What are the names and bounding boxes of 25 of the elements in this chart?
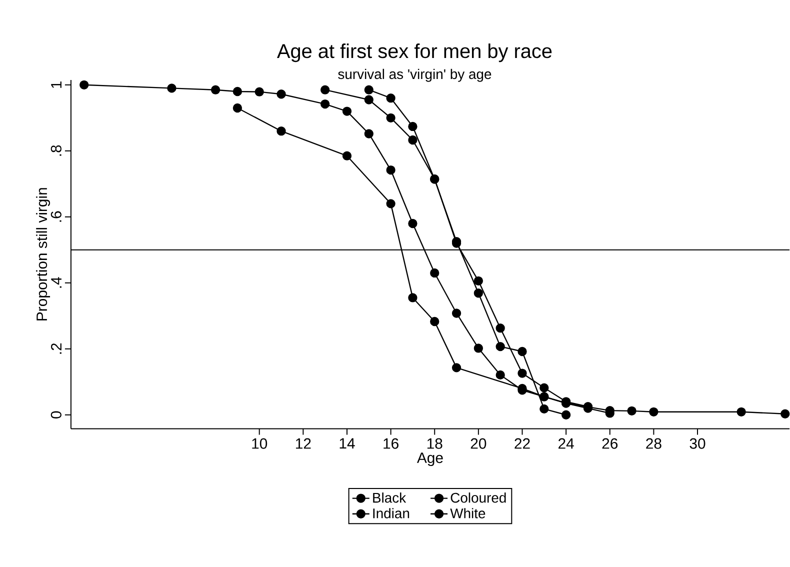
x-axis-title: Age bbox=[416, 452, 443, 466]
y-axis-title: Proportion still virgin bbox=[36, 188, 50, 321]
legend-label: Black bbox=[373, 492, 406, 503]
x-tick-label: 10 bbox=[252, 438, 268, 449]
legend-label: Indian bbox=[373, 508, 410, 518]
chart-title: Age at first sex for men by race bbox=[276, 44, 552, 62]
x-tick-label: 20 bbox=[470, 438, 486, 449]
y-tick-label: .2 bbox=[51, 344, 62, 354]
x-tick-label: 24 bbox=[558, 438, 574, 449]
x-tick-label: 30 bbox=[690, 438, 706, 449]
x-tick-label: 28 bbox=[646, 438, 662, 449]
y-tick-label: .6 bbox=[50, 211, 62, 222]
x-tick-label: 14 bbox=[340, 438, 355, 449]
y-tick-label: 0 bbox=[50, 411, 62, 419]
x-tick-label: 16 bbox=[384, 438, 398, 449]
x-tick-label: 18 bbox=[427, 438, 442, 449]
x-tick-label: 26 bbox=[602, 438, 618, 449]
y-tick-label: .8 bbox=[50, 145, 62, 156]
x-tick-label: 12 bbox=[296, 438, 311, 449]
x-tick-label: 22 bbox=[514, 438, 530, 449]
legend-label: Coloured bbox=[450, 492, 506, 503]
chart-subtitle: survival as 'virgin' by age bbox=[338, 69, 492, 82]
y-tick-label: .4 bbox=[51, 277, 62, 288]
legend-label: White bbox=[450, 508, 486, 518]
y-tick-label: 1 bbox=[51, 82, 62, 88]
